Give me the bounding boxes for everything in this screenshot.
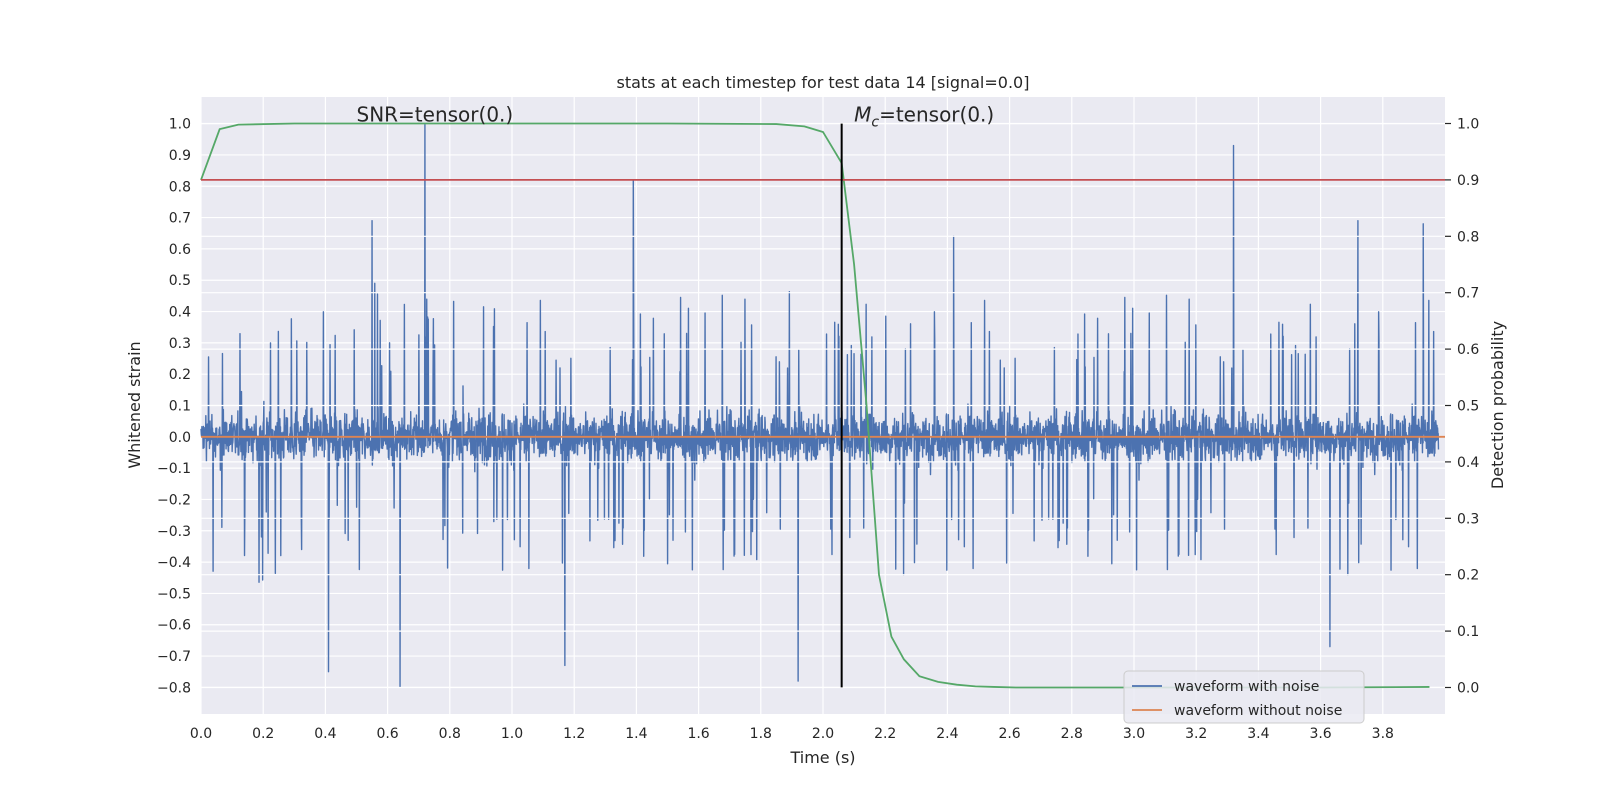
y-tick-label: −0.1 (157, 461, 191, 477)
y-tick-label: 0.5 (169, 273, 191, 289)
annotations: SNR=tensor(0.) Mc=tensor(0.) (357, 103, 995, 131)
x-tick-label: 0.8 (439, 726, 461, 742)
y2-axis-label: Detection probability (1488, 321, 1507, 489)
y2-tick-label: 0.1 (1457, 624, 1479, 640)
y2-tick-label: 0.8 (1457, 229, 1479, 245)
legend-box (1123, 670, 1365, 724)
chart-title: stats at each timestep for test data 14 … (617, 73, 1030, 92)
line-series (200, 122, 1445, 689)
y-tick-label: 0.6 (169, 242, 191, 258)
x-tick-label: 3.8 (1372, 726, 1394, 742)
y-tick-label: 0.4 (169, 305, 191, 321)
y-tick-label: −0.6 (157, 618, 191, 634)
legend-label: waveform with noise (1174, 679, 1319, 695)
x-axis-label: Time (s) (789, 748, 855, 767)
legend-label: waveform without noise (1174, 703, 1342, 719)
legend: waveform with noise waveform without nois… (1123, 670, 1365, 724)
x-tick-label: 0.2 (252, 726, 274, 742)
x-tick-label: 0.4 (314, 726, 336, 742)
x-tick-label: 2.6 (998, 726, 1020, 742)
y2-tick-label: 0.7 (1457, 286, 1479, 302)
y-tick-label: −0.7 (157, 649, 191, 665)
y-tick-label: −0.2 (157, 492, 191, 508)
detection-probability-line (200, 122, 1430, 689)
y2-tick-label: 0.2 (1457, 568, 1479, 584)
x-tick-label: 3.2 (1185, 726, 1207, 742)
y-tick-label: 0.2 (169, 367, 191, 383)
x-tick-label: 2.8 (1061, 726, 1083, 742)
y-tick-label: 0.8 (169, 179, 191, 195)
axes: 0.0 0.2 0.4 0.6 0.8 1.0 1.2 1.4 1.6 1.8 2.0 2.2 2.4 2… (157, 117, 1479, 742)
mc-annotation: Mc=tensor(0.) (854, 103, 994, 131)
x-tick-label: 0.0 (190, 726, 212, 742)
y-tick-label: −0.4 (157, 555, 191, 571)
y-tick-label: 0.7 (169, 211, 191, 227)
x-tick-label: 3.6 (1309, 726, 1331, 742)
snr-annotation: SNR=tensor(0.) (357, 103, 514, 127)
y2-tick-label: 1.0 (1457, 117, 1479, 133)
x-tick-label: 1.0 (501, 726, 523, 742)
x-tick-label: 2.2 (874, 726, 896, 742)
x-tick-label: 0.6 (376, 726, 398, 742)
y-tick-label: 0.1 (169, 399, 191, 415)
y-tick-label: −0.5 (157, 586, 191, 602)
y-tick-label: 0.9 (169, 148, 191, 164)
y-tick-label: −0.3 (157, 524, 191, 540)
x-tick-label: 1.4 (625, 726, 647, 742)
y2-tick-label: 0.3 (1457, 511, 1479, 527)
x-tick-label: 3.4 (1247, 726, 1269, 742)
y2-tick-label: 0.4 (1457, 455, 1479, 471)
y-tick-label: 1.0 (169, 117, 191, 133)
waveform-with-noise-line (200, 122, 1440, 689)
y-tick-label: −0.8 (157, 680, 191, 696)
x-tick-label: 1.8 (750, 726, 772, 742)
y2-tick-label: 0.5 (1457, 399, 1479, 415)
y2-tick-label: 0.0 (1457, 680, 1479, 696)
x-tick-label: 1.6 (687, 726, 709, 742)
x-tick-label: 2.0 (812, 726, 834, 742)
y-axis-label: Whitened strain (125, 341, 144, 468)
y-tick-label: 0.0 (169, 430, 191, 446)
y-tick-label: 0.3 (169, 336, 191, 352)
noise-waveform-series (200, 122, 1440, 689)
y2-tick-label: 0.9 (1457, 173, 1479, 189)
x-tick-label: 2.4 (936, 726, 958, 742)
x-tick-label: 1.2 (563, 726, 585, 742)
x-tick-label: 3.0 (1123, 726, 1145, 742)
y2-tick-label: 0.6 (1457, 342, 1479, 358)
